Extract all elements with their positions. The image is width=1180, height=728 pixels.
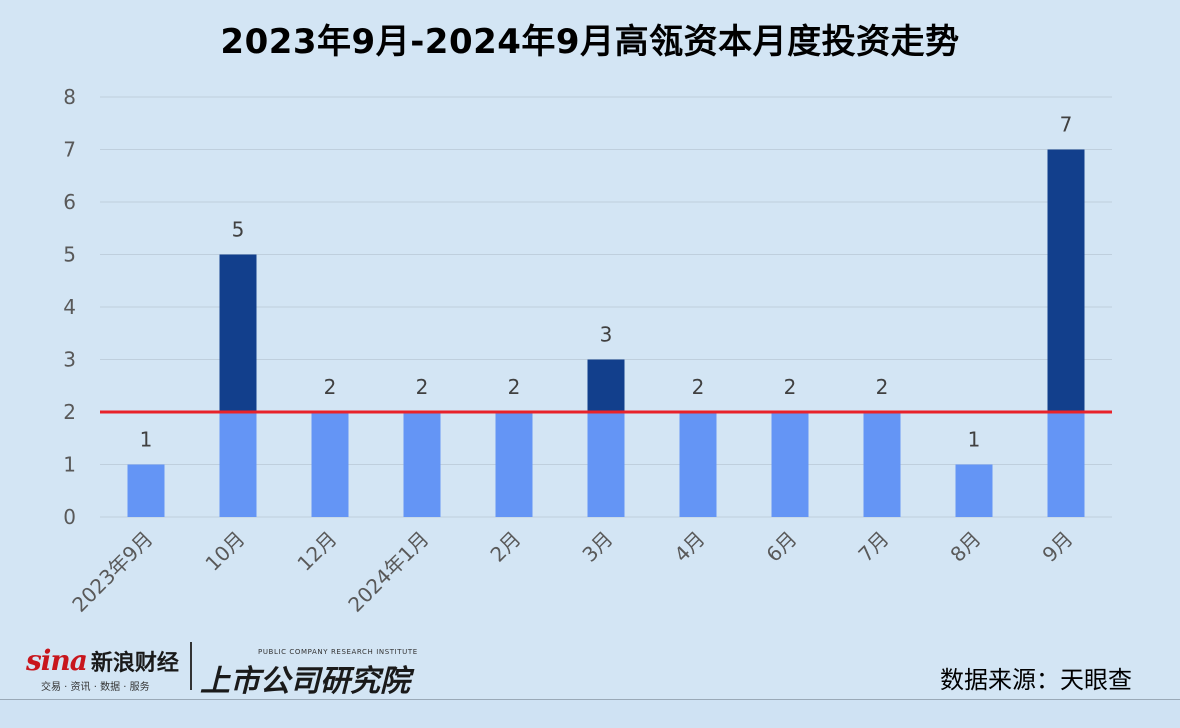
x-tick-label: 4月 [669, 527, 709, 567]
x-tick-label: 6月 [761, 527, 801, 567]
bar [403, 412, 441, 517]
x-tick-label: 8月 [945, 527, 985, 567]
bar [1047, 412, 1085, 517]
bar-above-reference [219, 254, 257, 412]
bars [127, 149, 1085, 517]
bar-above-reference [587, 359, 625, 412]
data-label: 3 [600, 323, 613, 347]
chart-title: 2023年9月-2024年9月高瓴资本月度投资走势 [220, 22, 960, 62]
bar-above-reference [1047, 149, 1085, 412]
data-label: 1 [968, 428, 981, 452]
x-tick-label: 9月 [1037, 527, 1077, 567]
y-tick-label: 6 [63, 190, 76, 214]
bar [311, 412, 349, 517]
y-tick-label: 3 [63, 348, 76, 372]
bar [771, 412, 809, 517]
x-tick-label: 2月 [485, 527, 525, 567]
bar [587, 412, 625, 517]
x-tick-label: 7月 [853, 527, 893, 567]
y-tick-label: 7 [63, 138, 76, 162]
x-axis-ticks: 2023年9月 10月 12月 2024年1月 2月 3月 4月 6月 7月 8月 9月 [67, 527, 1077, 617]
y-tick-label: 2 [63, 400, 76, 424]
bar [495, 412, 533, 517]
data-label: 2 [784, 375, 797, 399]
x-tick-label: 2023年9月 [67, 527, 157, 617]
data-label: 2 [692, 375, 705, 399]
y-tick-label: 0 [63, 505, 76, 529]
x-tick-label: 2024年1月 [343, 527, 433, 617]
x-tick-label: 12月 [292, 527, 341, 576]
data-label: 2 [508, 375, 521, 399]
bar [679, 412, 717, 517]
bar [955, 464, 993, 517]
y-tick-label: 8 [63, 85, 76, 109]
data-label: 1 [140, 428, 153, 452]
data-label: 2 [324, 375, 337, 399]
bar [863, 412, 901, 517]
x-tick-label: 3月 [577, 527, 617, 567]
y-tick-label: 4 [63, 295, 76, 319]
bar [127, 464, 165, 517]
data-label: 2 [416, 375, 429, 399]
data-labels: 1 5 2 2 2 3 2 2 2 1 7 [140, 113, 1073, 452]
data-label: 2 [876, 375, 889, 399]
x-tick-label: 10月 [200, 527, 249, 576]
y-tick-label: 1 [63, 453, 76, 477]
data-label: 5 [232, 218, 245, 242]
bar [219, 412, 257, 517]
data-label: 7 [1060, 113, 1073, 137]
y-axis-ticks: 0 1 2 3 4 5 6 7 8 [63, 85, 76, 529]
y-tick-label: 5 [63, 243, 76, 267]
